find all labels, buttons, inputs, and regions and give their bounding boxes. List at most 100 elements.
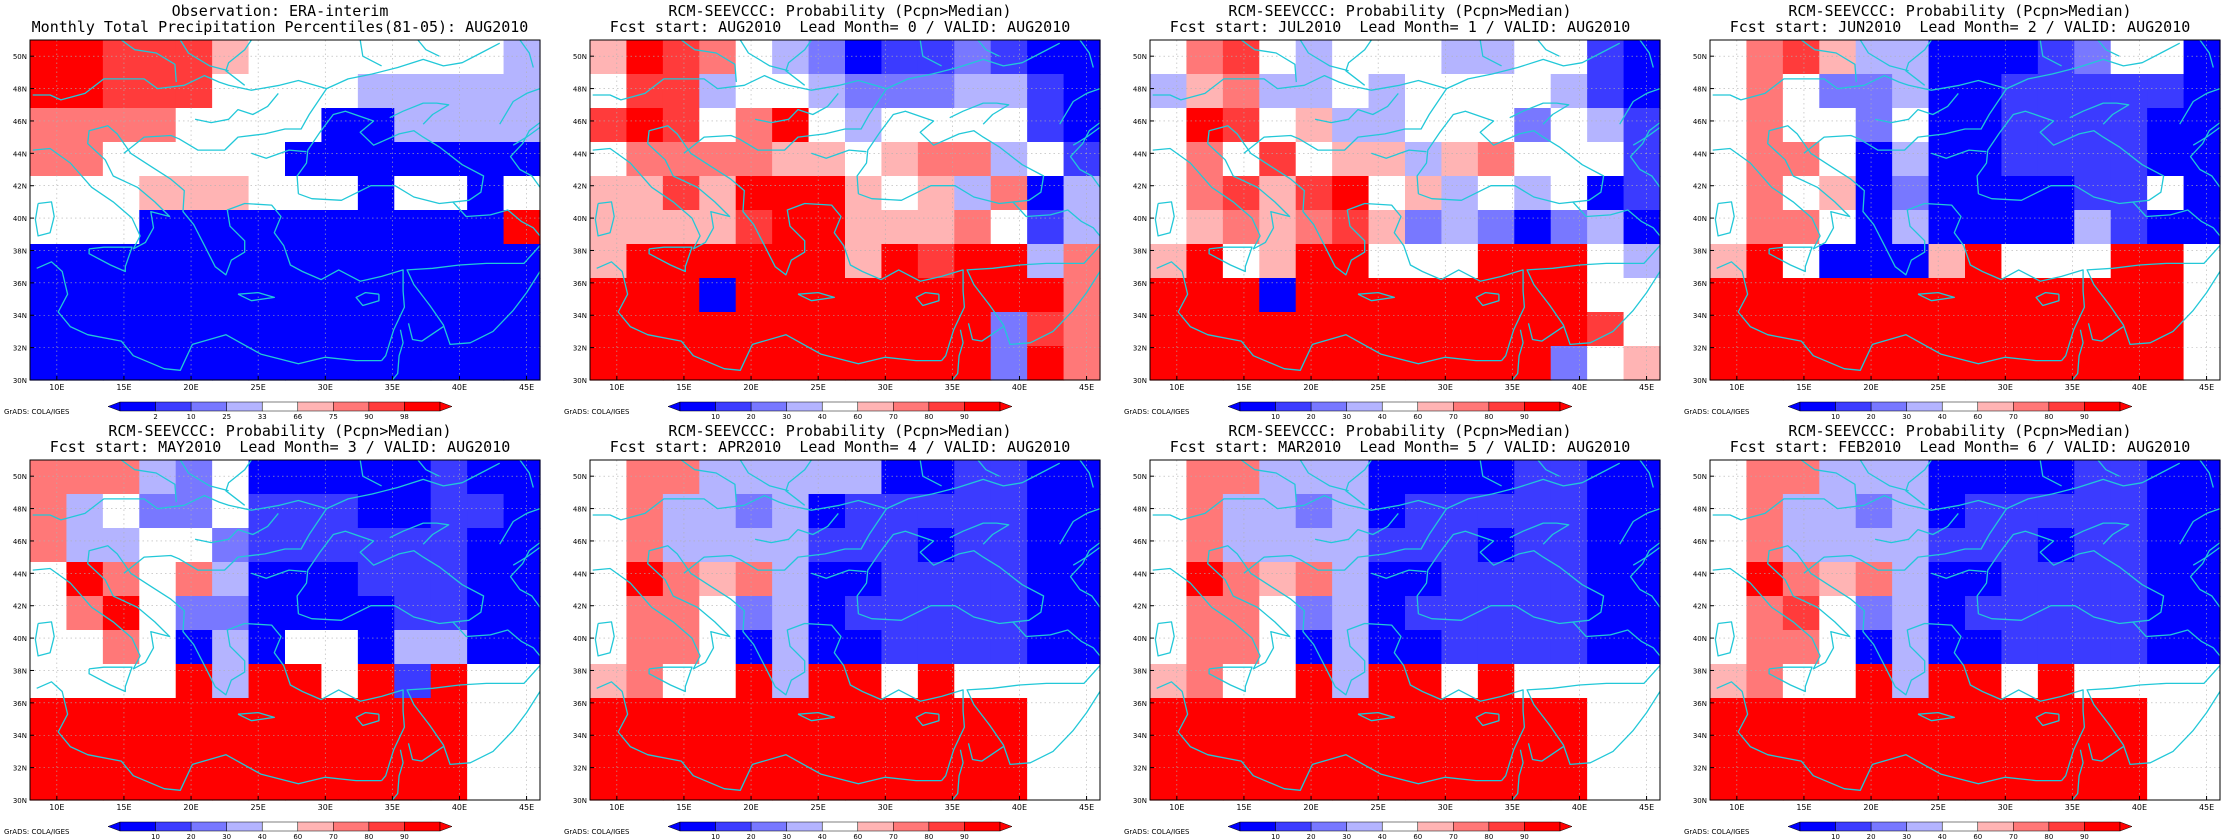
panel-title: RCM-SEEVCCC: Probability (Pcpn>Median) (1788, 2, 2132, 20)
coastline (32, 125, 406, 362)
x-tick-label: 35E (2065, 383, 2080, 392)
grid-cell (1550, 244, 1588, 279)
coastline (1208, 666, 1253, 693)
grid-cell (1965, 346, 2003, 381)
grid-cell (1186, 40, 1224, 75)
grid-cell (321, 460, 359, 495)
grid-cell (1027, 176, 1065, 211)
x-tick-label: 45E (1639, 383, 1654, 392)
grid-cell (1965, 210, 2003, 245)
grid-cell (1550, 460, 1588, 495)
colorbar-label: 60 (1973, 833, 1982, 840)
y-tick-label: 40N (1133, 215, 1147, 223)
coastline (1629, 542, 1661, 608)
x-tick-label: 10E (49, 803, 64, 812)
grid-cell (808, 732, 846, 767)
grid-cell (285, 664, 323, 699)
grid-cell (2037, 176, 2075, 211)
plot-frame (29, 459, 541, 801)
panel-title: RCM-SEEVCCC: Probability (Pcpn>Median) (1788, 422, 2132, 440)
grid-cell (1587, 278, 1625, 313)
grid-cell (1710, 278, 1748, 313)
colorbar-segment (119, 821, 156, 832)
grid-cell (66, 596, 104, 631)
grid-cell (2037, 528, 2075, 563)
grid-cell (845, 244, 883, 279)
grid-cell (1710, 596, 1748, 631)
coastline (592, 545, 966, 782)
coastline (237, 291, 275, 302)
grid-cell (1150, 596, 1188, 631)
grid-cell (1405, 74, 1443, 109)
coastline (1240, 39, 1297, 83)
grid-cell (735, 346, 773, 381)
grid-cell (1746, 494, 1784, 529)
grid-cell (1782, 74, 1820, 109)
grid-cell (1405, 630, 1443, 665)
y-tick-label: 44N (573, 150, 587, 158)
grid-cell (1819, 630, 1857, 665)
grid-cell (735, 244, 773, 279)
coastline (1712, 494, 2008, 574)
coastline (2132, 621, 2221, 657)
grid-cell (321, 494, 359, 529)
grid-cell (1819, 460, 1857, 495)
grid-cell (917, 698, 955, 733)
grid-cell (881, 494, 919, 529)
coastline (1931, 569, 1987, 579)
grid-cell (467, 142, 505, 177)
grid-cell (394, 732, 432, 767)
colorbar-label: 98 (400, 413, 409, 420)
grid-cell (699, 244, 737, 279)
grid-cell (357, 108, 395, 143)
grads-credit: GrADS: COLA/IGES (564, 828, 630, 836)
grid-cell (2074, 460, 2112, 495)
y-tick-label: 38N (573, 667, 587, 675)
grid-cell (30, 698, 68, 733)
y-tick-label: 46N (1693, 118, 1707, 126)
x-tick-label: 45E (1639, 803, 1654, 812)
coastline (754, 512, 839, 544)
grid-cell (1928, 244, 1966, 279)
grid-cell (881, 312, 919, 347)
grid-cell (662, 460, 700, 495)
y-tick-label: 38N (1133, 667, 1147, 675)
coastline (452, 201, 541, 237)
coastline (1509, 522, 1570, 545)
grid-cell (66, 630, 104, 665)
grid-cell (2147, 494, 2185, 529)
grid-cell (590, 176, 628, 211)
coastline (1800, 459, 1857, 503)
y-tick-label: 50N (573, 53, 587, 61)
colorbar-segment (1559, 401, 1573, 412)
grid-cell (175, 596, 213, 631)
grid-cell (321, 278, 359, 313)
grid-cell (175, 210, 213, 245)
colorbar-segment (1239, 401, 1276, 412)
grid-cell (1222, 74, 1260, 109)
coastline (2097, 39, 2120, 57)
colorbar-label: 80 (1484, 833, 1493, 840)
coastline (32, 494, 328, 574)
grid-cell (1550, 210, 1588, 245)
y-tick-label: 50N (1133, 473, 1147, 481)
grid-cell (1965, 562, 2003, 597)
grid-cell (1892, 766, 1930, 801)
x-tick-label: 10E (609, 803, 624, 812)
grid-cell (1295, 278, 1333, 313)
grid-cell (2001, 210, 2039, 245)
grid-cell (1587, 698, 1625, 733)
coastline (754, 92, 839, 124)
grid-cell (662, 244, 700, 279)
y-tick-label: 34N (13, 312, 27, 320)
grid-cell (1222, 562, 1260, 597)
colorbar-segment (1787, 401, 1801, 412)
map-panel: RCM-SEEVCCC: Probability (Pcpn>Median) Fc… (1680, 420, 2240, 840)
grid-cell (626, 664, 664, 699)
grid-cell (1150, 494, 1188, 529)
x-tick-label: 45E (2199, 803, 2214, 812)
colorbar: 10 20 30 40 60 70 80 90 (667, 401, 1013, 420)
y-tick-label: 32N (13, 765, 27, 773)
colorbar-segment (1941, 401, 1979, 412)
colorbar-segment (667, 821, 681, 832)
